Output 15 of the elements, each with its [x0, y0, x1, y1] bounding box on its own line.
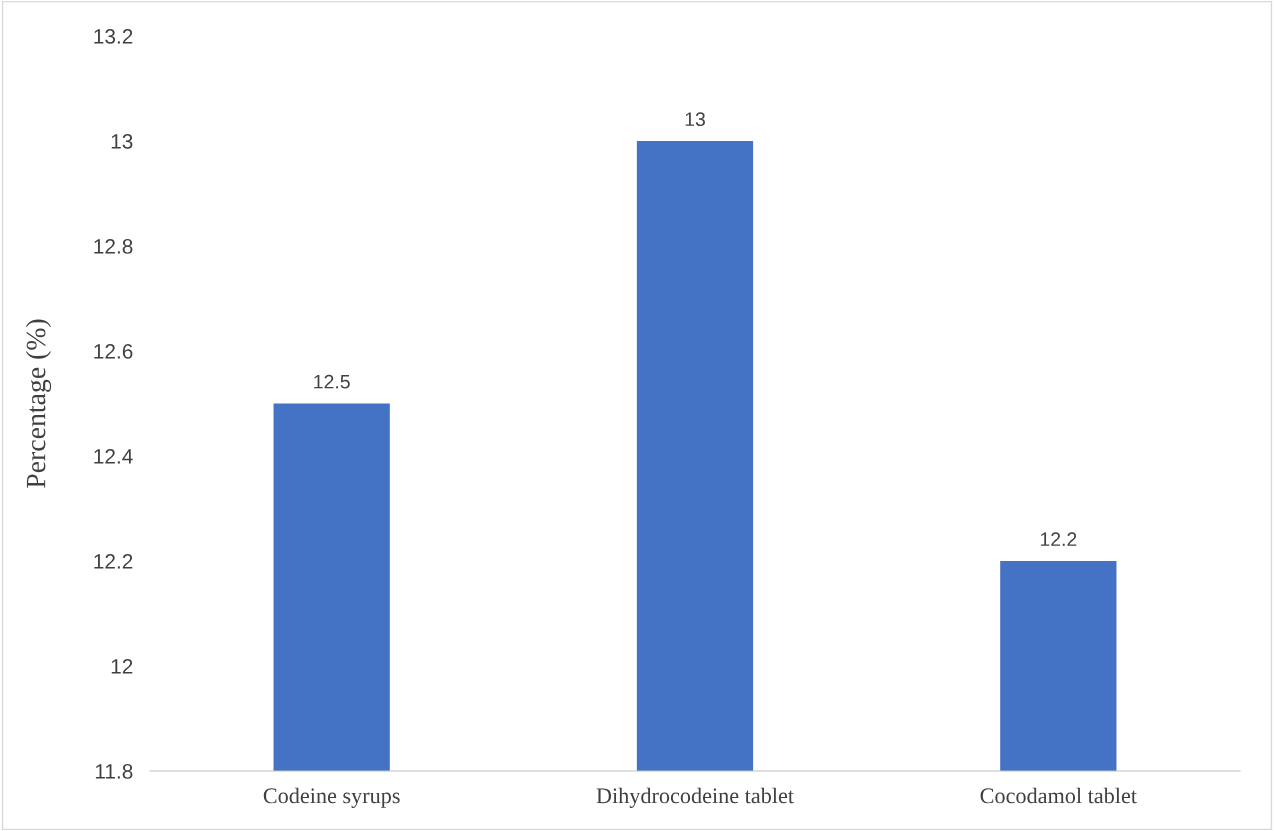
y-tick-label: 12.2: [94, 554, 133, 569]
y-tick-label: 11.8: [95, 764, 133, 779]
x-tick-label: Dihydrocodeine tablet: [596, 787, 794, 808]
y-tick-label: 12.8: [94, 239, 133, 254]
data-label: 12.2: [1040, 532, 1077, 546]
y-axis-title: Percentage (%): [25, 319, 52, 488]
x-tick-label: Codeine syrups: [263, 787, 400, 808]
y-tick-label: 12.6: [94, 344, 133, 359]
y-tick-label: 12: [111, 659, 133, 674]
x-tick-label: Cocodamol tablet: [980, 787, 1137, 804]
data-label: 13: [685, 112, 705, 127]
y-tick-label: 13: [111, 134, 133, 149]
y-tick-label: 13.2: [94, 29, 133, 44]
data-label: 12.5: [314, 374, 350, 389]
y-tick-label: 12.4: [94, 449, 133, 464]
